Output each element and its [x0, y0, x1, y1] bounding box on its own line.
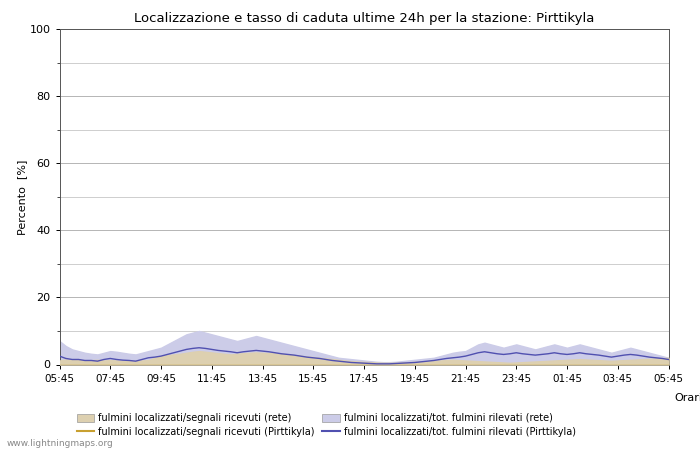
Y-axis label: Percento  [%]: Percento [%]	[17, 159, 27, 234]
Text: Orario: Orario	[675, 393, 700, 403]
Text: www.lightningmaps.org: www.lightningmaps.org	[7, 439, 113, 448]
Title: Localizzazione e tasso di caduta ultime 24h per la stazione: Pirttikyla: Localizzazione e tasso di caduta ultime …	[134, 12, 594, 25]
Legend: fulmini localizzati/segnali ricevuti (rete), fulmini localizzati/segnali ricevut: fulmini localizzati/segnali ricevuti (re…	[76, 413, 575, 437]
